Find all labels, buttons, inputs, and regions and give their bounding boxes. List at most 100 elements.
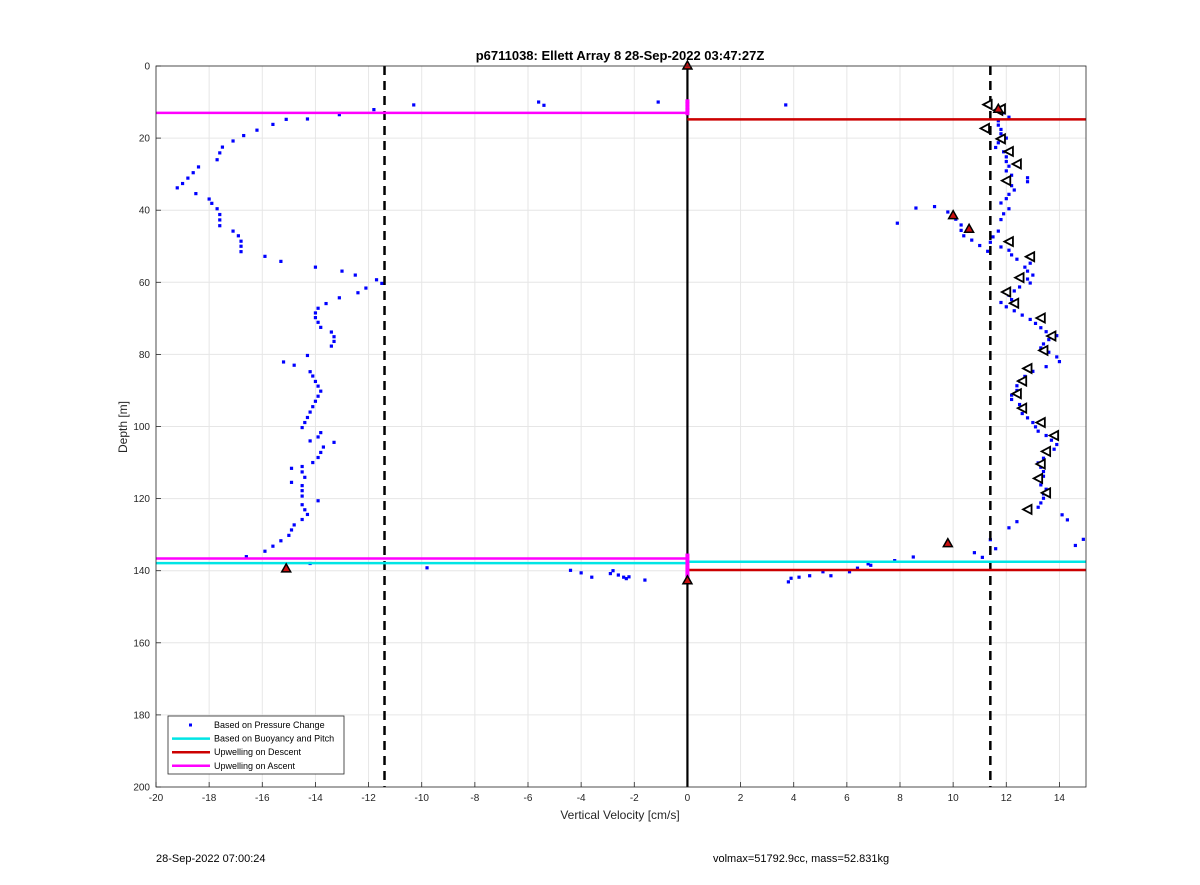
pressure-change-point <box>978 243 982 248</box>
pressure-change-point <box>1055 355 1059 359</box>
pressure-change-point <box>316 384 320 388</box>
triangle-marker <box>1015 402 1028 415</box>
footer-volmax-mass: volmax=51792.9cc, mass=52.831kg <box>713 853 890 865</box>
pressure-change-point <box>1012 289 1016 293</box>
x-tick-label: -6 <box>524 793 533 804</box>
pressure-change-point <box>784 103 788 107</box>
x-tick-label: 14 <box>1054 793 1066 804</box>
pressure-change-point <box>324 301 328 306</box>
pressure-change-point <box>300 489 304 493</box>
y-tick-label: 80 <box>139 350 151 361</box>
pressure-change-point <box>308 370 312 374</box>
pressure-change-point <box>218 218 222 222</box>
ascent-marker-point <box>685 553 690 558</box>
pressure-change-point <box>1007 192 1011 196</box>
pressure-change-point <box>1036 429 1040 433</box>
pressure-change-point <box>329 344 333 348</box>
y-tick-label: 160 <box>133 638 150 649</box>
ascent-marker-point <box>685 99 690 104</box>
pressure-change-point <box>263 254 267 258</box>
legend-label: Upwelling on Descent <box>214 747 302 757</box>
pressure-change-point <box>1015 520 1019 524</box>
y-tick-label: 140 <box>133 566 150 577</box>
pressure-change-point <box>289 480 294 484</box>
pressure-change-point <box>1017 402 1022 407</box>
pressure-change-point <box>959 228 963 232</box>
x-tick-label: 2 <box>738 793 744 804</box>
red-star-marker <box>947 209 959 220</box>
pressure-change-point <box>627 575 631 579</box>
pressure-change-point <box>1039 483 1043 487</box>
pressure-change-point <box>808 574 812 578</box>
pressure-change-point <box>1004 305 1008 309</box>
pressure-change-point <box>1041 474 1046 478</box>
pressure-change-point <box>300 484 304 488</box>
triangle-marker <box>994 132 1006 145</box>
pressure-change-point <box>624 577 628 581</box>
pressure-change-point <box>1057 360 1062 364</box>
pressure-change-point <box>656 100 660 104</box>
pressure-change-point <box>300 503 304 507</box>
red-star-marker <box>963 222 975 234</box>
pressure-change-point <box>231 139 235 143</box>
pressure-change-point <box>305 117 310 121</box>
x-tick-label: 12 <box>1001 793 1013 804</box>
pressure-change-point <box>1010 184 1014 188</box>
legend-label: Based on Pressure Change <box>214 720 325 730</box>
pressure-change-point <box>364 286 368 290</box>
pressure-change-point <box>996 141 1000 145</box>
pressure-change-point <box>239 239 243 243</box>
triangle-marker <box>1047 429 1060 442</box>
triangle-marker <box>1021 503 1033 516</box>
pressure-change-point <box>332 339 336 344</box>
pressure-change-point <box>215 207 219 211</box>
pressure-change-point <box>380 281 384 285</box>
y-tick-label: 180 <box>133 710 150 721</box>
pressure-change-point <box>313 265 318 269</box>
pressure-change-point <box>303 475 307 479</box>
pressure-change-point <box>895 221 899 225</box>
pressure-change-point <box>1047 350 1051 354</box>
pressure-change-point <box>196 165 201 169</box>
pressure-change-point <box>1031 420 1035 425</box>
pressure-change-point <box>568 568 573 572</box>
pressure-change-point <box>300 494 304 498</box>
pressure-change-point <box>962 234 966 238</box>
pressure-change-point <box>1033 321 1038 325</box>
pressure-change-point <box>1012 309 1016 313</box>
pressure-change-point <box>292 363 296 367</box>
pressure-change-point <box>316 499 320 503</box>
pressure-change-point <box>180 181 185 186</box>
y-tick-label: 60 <box>139 278 151 289</box>
pressure-change-point <box>1010 173 1014 177</box>
ascent-marker-point <box>685 567 690 572</box>
legend-label: Based on Buoyancy and Pitch <box>214 734 334 744</box>
pressure-change-point <box>218 151 222 155</box>
pressure-change-point <box>292 523 296 527</box>
pressure-change-point <box>1049 438 1054 442</box>
pressure-change-point <box>1020 411 1024 416</box>
ascent-marker-point <box>685 560 690 565</box>
pressure-change-point <box>932 204 937 209</box>
ascent-marker-point <box>685 564 690 569</box>
pressure-change-point <box>616 573 620 577</box>
ascent-marker-point <box>685 102 690 107</box>
pressure-change-point <box>287 533 291 537</box>
pressure-change-point <box>1041 469 1046 474</box>
pressure-change-point <box>914 206 918 210</box>
triangle-marker <box>1015 375 1028 388</box>
series-layer <box>156 59 1086 787</box>
pressure-change-point <box>412 103 416 107</box>
pressure-change-point <box>316 455 320 460</box>
pressure-change-point <box>289 528 294 532</box>
pressure-change-point <box>340 269 344 273</box>
pressure-change-point <box>1007 115 1011 119</box>
chart-title: p6711038: Ellett Array 8 28-Sep-2022 03:… <box>476 48 765 63</box>
pressure-change-point <box>313 311 318 315</box>
triangle-marker <box>1039 486 1052 499</box>
ascent-marker-point <box>685 105 690 110</box>
pressure-change-point <box>1020 313 1024 317</box>
pressure-change-point <box>191 171 195 175</box>
pressure-change-point <box>972 551 976 555</box>
pressure-change-point <box>356 291 360 295</box>
